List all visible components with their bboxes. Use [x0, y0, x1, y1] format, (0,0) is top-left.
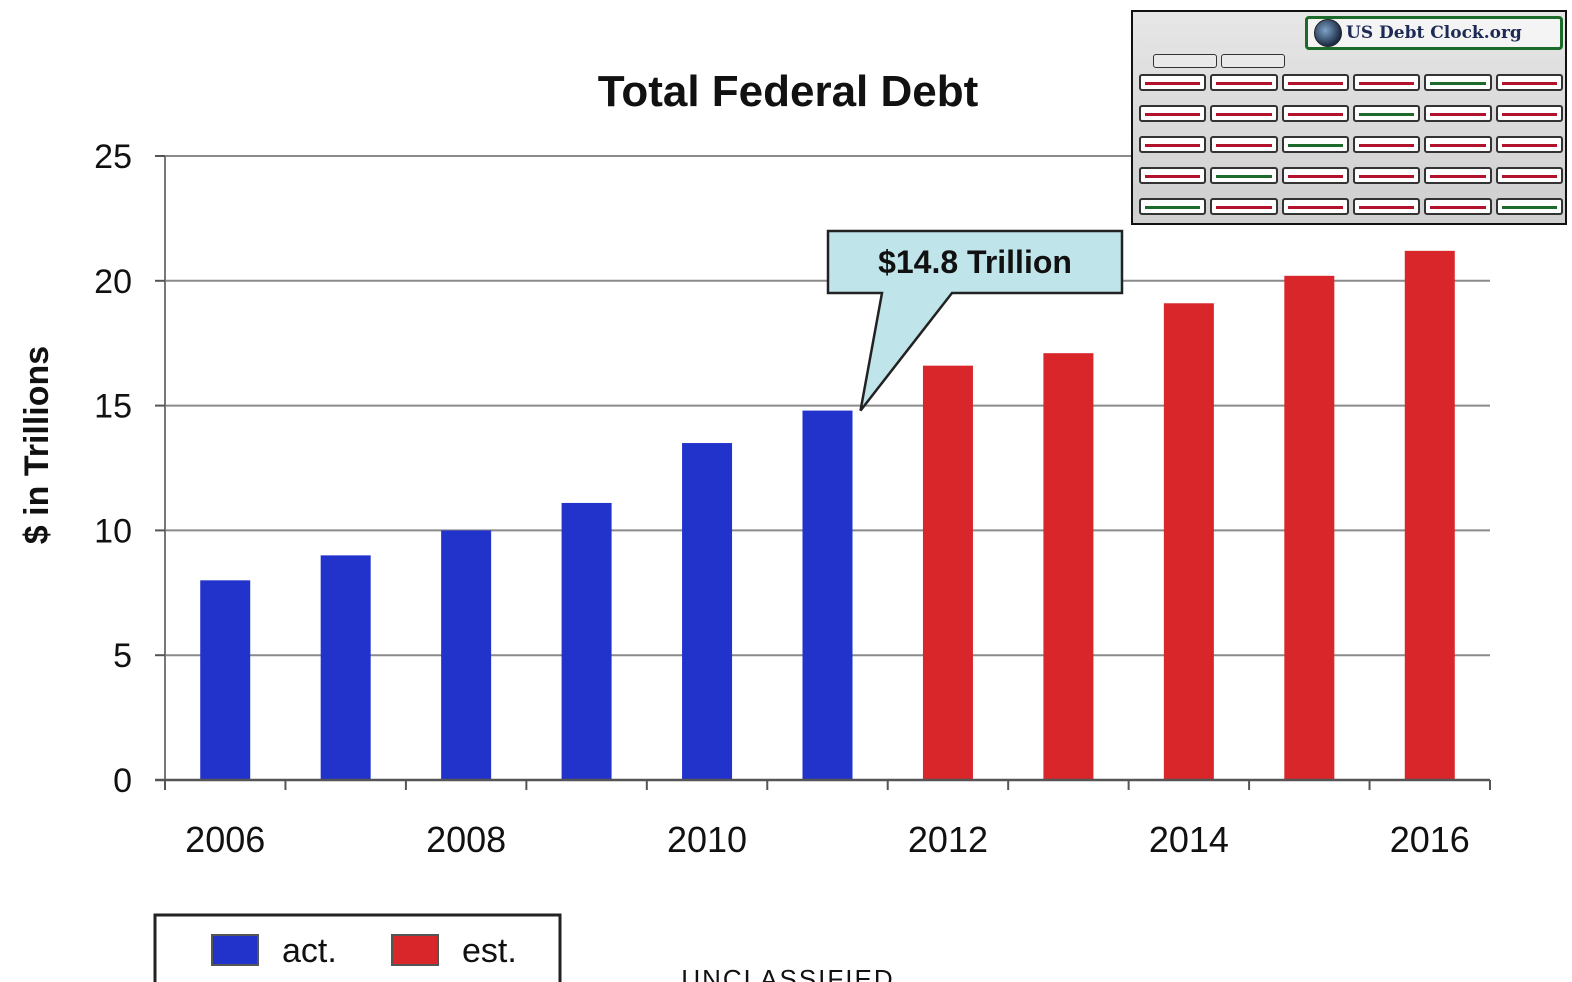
axes — [155, 155, 1491, 790]
y-tick-label: 15 — [94, 388, 132, 426]
y-tick-label: 25 — [94, 138, 132, 176]
debt-clock-counter — [1424, 167, 1492, 184]
bar-2008 — [441, 530, 492, 780]
callout-text: $14.8 Trillion — [878, 244, 1072, 280]
debt-clock-counter — [1210, 136, 1278, 153]
annotation-callout: $14.8 Trillion — [826, 229, 1124, 412]
legend-swatch-est — [391, 934, 439, 966]
seal-icon — [1314, 19, 1342, 47]
bar-2007 — [320, 555, 371, 780]
debt-clock-counter — [1495, 74, 1563, 91]
debt-clock-counter — [1281, 198, 1349, 215]
debt-clock-counter — [1424, 74, 1492, 91]
bar-2012 — [922, 365, 973, 780]
debt-clock-tabs — [1153, 54, 1285, 68]
y-tick-label: 5 — [113, 637, 132, 675]
debt-clock-counter — [1210, 167, 1278, 184]
debt-clock-counter — [1139, 198, 1207, 215]
debt-clock-tab — [1221, 54, 1285, 68]
x-tick-label: 2014 — [1149, 819, 1229, 860]
bar-2015 — [1284, 275, 1335, 780]
x-tick-labels: 2006 2008 2010 2012 2014 2016 — [185, 819, 1470, 860]
debt-clock-counter — [1139, 105, 1207, 122]
bar-2010 — [682, 443, 733, 780]
x-tick-label: 2012 — [908, 819, 988, 860]
debt-clock-counter — [1495, 136, 1563, 153]
bars — [200, 250, 1455, 780]
debt-clock-title: US Debt Clock.org — [1346, 23, 1522, 43]
x-tick-label: 2010 — [667, 819, 747, 860]
debt-clock-counter — [1424, 136, 1492, 153]
bar-2014 — [1163, 303, 1214, 780]
y-tick-labels: 0 5 10 15 20 25 — [94, 138, 132, 800]
bar-2013 — [1043, 353, 1094, 780]
debt-clock-counter — [1424, 198, 1492, 215]
debt-clock-counter — [1495, 198, 1563, 215]
bar-2009 — [561, 502, 612, 780]
debt-clock-counter — [1281, 167, 1349, 184]
x-tick-label: 2006 — [185, 819, 265, 860]
debt-clock-counter — [1139, 136, 1207, 153]
debt-clock-counters — [1139, 74, 1563, 223]
bar-2016 — [1404, 250, 1455, 780]
bar-2011 — [802, 410, 853, 780]
bar-2006 — [200, 580, 251, 780]
debt-clock-counter — [1210, 198, 1278, 215]
debt-clock-counter — [1210, 105, 1278, 122]
debt-clock-counter — [1353, 105, 1421, 122]
debt-clock-counter — [1281, 74, 1349, 91]
classification-footer: UNCLASSIFIED — [681, 964, 894, 982]
debt-clock-counter — [1495, 105, 1563, 122]
legend-label-est: est. — [462, 932, 517, 970]
callout-bubble — [826, 229, 1124, 412]
x-tick-label: 2016 — [1390, 819, 1470, 860]
debt-clock-counter — [1281, 136, 1349, 153]
chart-title: Total Federal Debt — [598, 67, 979, 116]
debt-clock-inset: US Debt Clock.org — [1131, 10, 1567, 225]
debt-clock-header: US Debt Clock.org — [1305, 16, 1563, 50]
x-tick-label: 2008 — [426, 819, 506, 860]
debt-clock-tab — [1153, 54, 1217, 68]
debt-clock-counter — [1495, 167, 1563, 184]
y-tick-label: 0 — [113, 762, 132, 800]
debt-clock-counter — [1353, 167, 1421, 184]
debt-clock-counter — [1353, 74, 1421, 91]
debt-clock-counter — [1281, 105, 1349, 122]
debt-clock-counter — [1424, 105, 1492, 122]
legend-swatch-act — [211, 934, 259, 966]
legend: act. est. — [153, 913, 562, 982]
y-axis-label: $ in Trillions — [18, 346, 56, 544]
debt-clock-counter — [1210, 74, 1278, 91]
legend-label-act: act. — [282, 932, 337, 970]
debt-clock-counter — [1353, 198, 1421, 215]
debt-clock-counter — [1139, 74, 1207, 91]
debt-clock-counter — [1353, 136, 1421, 153]
debt-clock-counter — [1139, 167, 1207, 184]
y-tick-label: 10 — [94, 512, 132, 550]
y-tick-label: 20 — [94, 263, 132, 301]
